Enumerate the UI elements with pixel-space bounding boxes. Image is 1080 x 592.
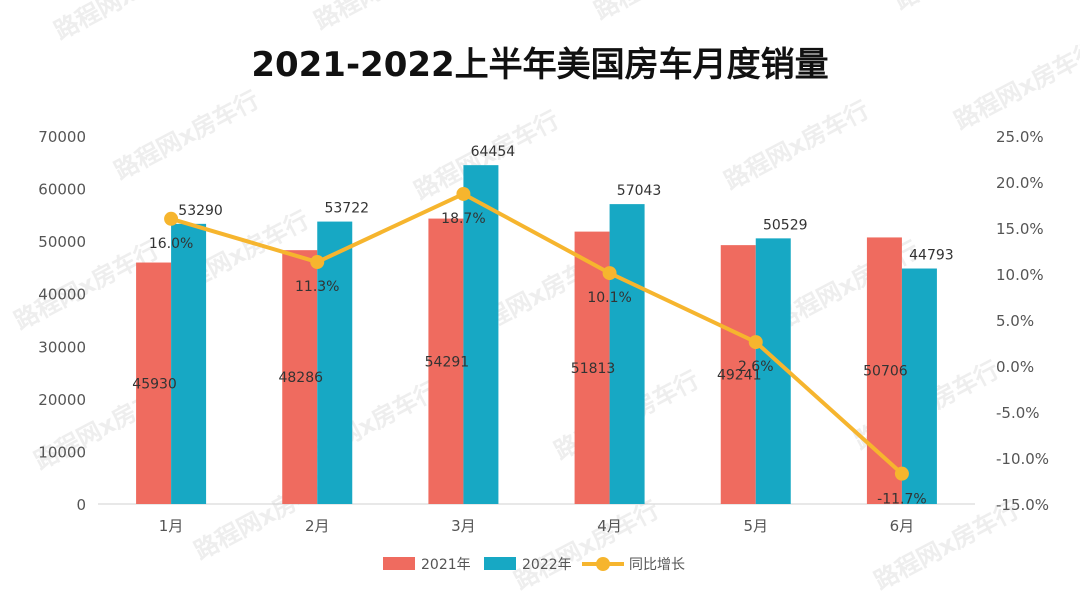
growth-point [456, 186, 471, 201]
bar-2021-value-label: 50706 [863, 364, 908, 380]
growth-value-label: 11.3% [295, 279, 339, 295]
y-left-tick-label: 40000 [38, 286, 86, 304]
bar-2022 [755, 238, 791, 505]
axes: 0 10000 20000 30000 40000 50000 60000 70000 -15.… [38, 128, 1049, 535]
legend: 2021年 2022年 同比增长 [383, 557, 685, 573]
x-tick-label: 6月 [890, 517, 915, 535]
y-right-tick-label: -5.0% [996, 404, 1040, 422]
bar-2021 [720, 245, 756, 504]
bar-2021-value-label: 51813 [571, 361, 616, 377]
bar-2022 [171, 223, 207, 504]
x-tick-label: 3月 [451, 517, 476, 535]
growth-value-label: 16.0% [149, 236, 193, 252]
y-right-tick-label: -15.0% [996, 496, 1049, 514]
bar-2021 [428, 218, 464, 504]
legend-marker-growth [596, 557, 610, 571]
y-left-tick-label: 30000 [38, 338, 86, 356]
x-tick-label: 4月 [597, 517, 622, 535]
watermark-text: 路程网x房车行 [890, 0, 1044, 15]
legend-swatch-2021 [383, 557, 415, 570]
y-right-tick-label: -10.0% [996, 450, 1049, 468]
bar-2022 [317, 221, 353, 504]
y-left-tick-label: 0 [76, 496, 86, 514]
growth-value-label: 2.6% [738, 359, 774, 375]
bar-2022 [463, 165, 499, 504]
y-left-tick-label: 20000 [38, 391, 86, 409]
growth-point [164, 211, 179, 226]
y-left-tick-label: 10000 [38, 443, 86, 461]
watermark-text: 路程网x房车行 [310, 0, 464, 35]
bar-2022 [609, 204, 645, 504]
bar-2021 [574, 231, 610, 504]
legend-label-2021: 2021年 [421, 557, 471, 573]
bar-2022-value-label: 53290 [178, 203, 223, 219]
growth-value-label: -11.7% [877, 492, 927, 508]
y-right-tick-label: 5.0% [996, 312, 1034, 330]
bar-2022-value-label: 50529 [763, 217, 808, 233]
watermark-text: 路程网x房车行 [720, 96, 874, 196]
y-left-tick-label: 60000 [38, 181, 86, 199]
y-left-tick-label: 50000 [38, 233, 86, 251]
bar-2022 [901, 268, 937, 504]
growth-point [748, 335, 763, 350]
watermark-text: 路程网x房车行 [590, 0, 744, 25]
y-right-tick-label: 25.0% [996, 128, 1044, 146]
bars [136, 165, 937, 505]
bar-2022-value-label: 44793 [909, 248, 954, 264]
bar-2021 [136, 262, 172, 504]
growth-value-label: 10.1% [587, 290, 631, 306]
bar-2021-value-label: 49241 [717, 368, 762, 384]
y-right-tick-label: 20.0% [996, 174, 1044, 192]
growth-line [164, 186, 909, 481]
growth-point [602, 266, 617, 281]
bar-2022-value-label: 53722 [324, 201, 369, 217]
y-right-tick-label: 10.0% [996, 266, 1044, 284]
growth-point [310, 255, 325, 270]
bar-2021-value-label: 45930 [132, 376, 177, 392]
watermark-text: 路程网x房车行 [110, 86, 264, 186]
bar-2021-value-label: 48286 [278, 370, 323, 386]
bar-2021-value-label: 54291 [425, 354, 470, 370]
chart-title: 2021-2022上半年美国房车月度销量 [251, 45, 828, 85]
growth-point [894, 466, 909, 481]
legend-swatch-2022 [484, 557, 516, 570]
growth-value-label: 18.7% [441, 211, 485, 227]
bar-2021 [282, 250, 318, 504]
bar-2022-value-label: 64454 [471, 144, 516, 160]
watermark-text: 路程网x房车行 [50, 0, 204, 45]
x-tick-label: 2月 [305, 517, 330, 535]
data-labels: 45930 48286 54291 51813 49241 50706 53290 53722… [132, 144, 953, 507]
legend-label-growth: 同比增长 [629, 557, 685, 573]
y-right-tick-label: 0.0% [996, 358, 1034, 376]
x-tick-label: 5月 [743, 517, 768, 535]
legend-label-2022: 2022年 [522, 557, 572, 573]
x-tick-label: 1月 [159, 517, 184, 535]
watermark-text: 路程网x房车行 [510, 496, 664, 592]
growth-line-path [170, 191, 904, 476]
y-left-tick-label: 70000 [38, 128, 86, 146]
y-right-tick-label: 15.0% [996, 220, 1044, 238]
bar-2022-value-label: 57043 [617, 183, 662, 199]
watermark-text: 路程网x房车行 [950, 36, 1080, 136]
